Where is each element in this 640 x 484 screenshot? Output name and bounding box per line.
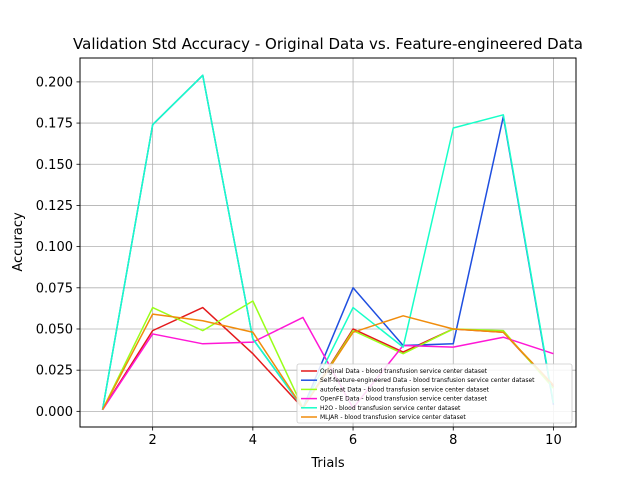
x-axis-label: Trials bbox=[310, 456, 345, 471]
series-line-4 bbox=[101, 74, 555, 410]
x-tick-label: 10 bbox=[545, 433, 562, 448]
legend-label-2: autofeat Data - blood transfusion servic… bbox=[320, 386, 490, 393]
y-tick-label: 0.025 bbox=[36, 364, 73, 379]
legend-label-0: Original Data - blood transfusion servic… bbox=[320, 368, 488, 375]
y-tick-label: 0.075 bbox=[36, 281, 73, 296]
y-axis-label: Accuracy bbox=[11, 212, 26, 272]
y-axis-ticks: 0.000 0.025 0.050 0.075 0.100 0.125 0.150 0.175… bbox=[36, 75, 80, 420]
legend-label-3: OpenFE Data - blood transfusion service … bbox=[320, 396, 487, 403]
legend-box bbox=[296, 363, 573, 424]
legend-label-1: Self-feature-engineered Data - blood tra… bbox=[320, 377, 535, 384]
plot-area-frame bbox=[79, 57, 577, 428]
series-line-3 bbox=[101, 316, 554, 411]
chart-title: Validation Std Accuracy - Original Data … bbox=[73, 35, 583, 53]
legend-label-4: H2O - blood transfusion service center d… bbox=[320, 405, 461, 412]
x-tick-label: 8 bbox=[449, 433, 457, 448]
x-axis-ticks: 2 4 6 8 10 bbox=[149, 427, 562, 448]
y-tick-label: 0.100 bbox=[36, 240, 73, 255]
x-tick-label: 6 bbox=[349, 433, 357, 448]
grid bbox=[80, 58, 576, 427]
x-tick-label: 4 bbox=[249, 433, 257, 448]
y-tick-label: 0.200 bbox=[36, 75, 73, 90]
legend-label-5: MLJAR - blood transfusion service center… bbox=[320, 414, 466, 421]
y-tick-label: 0.050 bbox=[36, 322, 73, 337]
y-tick-label: 0.125 bbox=[36, 199, 73, 214]
y-tick-label: 0.000 bbox=[36, 405, 73, 420]
x-tick-label: 2 bbox=[149, 433, 157, 448]
y-tick-label: 0.150 bbox=[36, 158, 73, 173]
legend-items: Original Data - blood transfusion servic… bbox=[301, 368, 535, 421]
legend: Original Data - blood transfusion servic… bbox=[296, 363, 573, 424]
y-tick-label: 0.175 bbox=[36, 117, 73, 132]
